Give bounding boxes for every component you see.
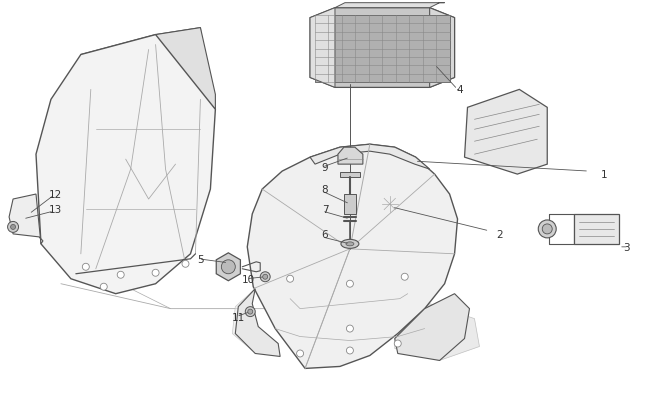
Text: 4: 4 bbox=[456, 85, 463, 95]
Circle shape bbox=[395, 340, 401, 347]
Polygon shape bbox=[315, 16, 450, 83]
Polygon shape bbox=[310, 9, 335, 88]
Polygon shape bbox=[216, 253, 240, 281]
Circle shape bbox=[542, 224, 552, 234]
Text: 8: 8 bbox=[322, 185, 328, 194]
Ellipse shape bbox=[346, 242, 354, 246]
Circle shape bbox=[287, 275, 294, 283]
Polygon shape bbox=[36, 36, 215, 294]
Text: 7: 7 bbox=[322, 205, 328, 214]
Circle shape bbox=[10, 225, 16, 230]
Circle shape bbox=[117, 272, 124, 279]
Text: 6: 6 bbox=[322, 229, 328, 239]
Text: 11: 11 bbox=[231, 312, 245, 322]
Circle shape bbox=[263, 275, 268, 279]
Circle shape bbox=[222, 260, 235, 274]
Polygon shape bbox=[155, 28, 215, 110]
Circle shape bbox=[83, 264, 89, 271]
Text: 5: 5 bbox=[197, 254, 203, 264]
Circle shape bbox=[152, 270, 159, 277]
Circle shape bbox=[346, 281, 354, 288]
Polygon shape bbox=[310, 145, 430, 170]
Circle shape bbox=[245, 307, 255, 317]
Polygon shape bbox=[395, 304, 480, 360]
Polygon shape bbox=[335, 4, 445, 9]
Text: 3: 3 bbox=[623, 242, 630, 252]
Circle shape bbox=[182, 261, 189, 268]
Text: 10: 10 bbox=[242, 274, 255, 284]
Polygon shape bbox=[574, 214, 619, 244]
Polygon shape bbox=[9, 194, 43, 244]
Polygon shape bbox=[247, 145, 458, 369]
Text: 2: 2 bbox=[496, 229, 502, 239]
Polygon shape bbox=[395, 294, 469, 360]
Polygon shape bbox=[81, 28, 205, 105]
Text: 1: 1 bbox=[601, 170, 607, 180]
Circle shape bbox=[346, 325, 354, 332]
Polygon shape bbox=[232, 289, 278, 354]
Ellipse shape bbox=[341, 240, 359, 249]
Text: 9: 9 bbox=[322, 163, 328, 173]
Polygon shape bbox=[465, 90, 547, 175]
Circle shape bbox=[260, 272, 270, 282]
Polygon shape bbox=[338, 148, 363, 165]
Text: 12: 12 bbox=[49, 190, 62, 200]
Polygon shape bbox=[344, 194, 356, 214]
Text: 13: 13 bbox=[49, 205, 62, 214]
Circle shape bbox=[8, 222, 19, 233]
Circle shape bbox=[100, 284, 107, 290]
Circle shape bbox=[538, 220, 556, 238]
Polygon shape bbox=[430, 9, 454, 88]
Polygon shape bbox=[310, 9, 454, 88]
Circle shape bbox=[248, 309, 253, 314]
Polygon shape bbox=[235, 289, 280, 356]
Polygon shape bbox=[340, 173, 360, 178]
Circle shape bbox=[296, 350, 304, 357]
Circle shape bbox=[346, 347, 354, 354]
Circle shape bbox=[401, 274, 408, 281]
